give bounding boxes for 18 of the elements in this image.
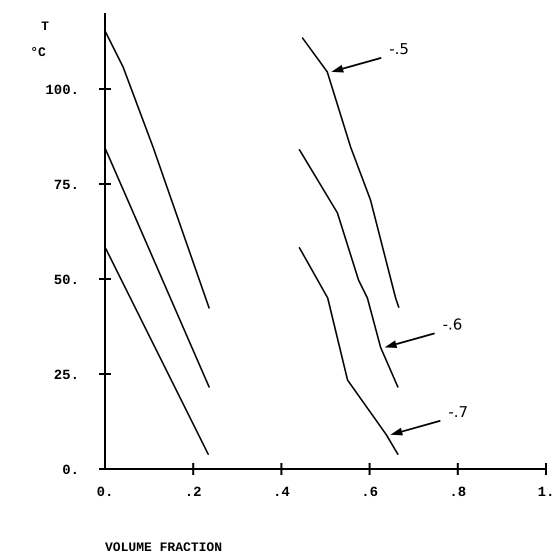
x-tick-label: 1. — [538, 484, 552, 501]
line-series — [298, 247, 399, 455]
y-tick-label: 75. — [54, 178, 79, 194]
text: -.7 — [448, 402, 468, 421]
x-tick-label: .2 — [184, 484, 202, 501]
x-tick-label: .6 — [361, 484, 378, 501]
text: -.6 — [442, 315, 462, 334]
y-axis-title: T °C — [30, 19, 50, 60]
line-series — [298, 149, 399, 388]
x-tick-label: .8 — [449, 484, 466, 501]
x-axis-title: VOLUME FRACTION — [105, 540, 222, 551]
x-tick-label: .4 — [272, 484, 290, 501]
x-tick-label: 0. — [96, 484, 114, 501]
y-tick-label: 50. — [54, 272, 79, 289]
text: -.5 — [389, 40, 409, 58]
y-tick-label: 25. — [54, 368, 79, 384]
y-tick-label: 100. — [45, 82, 79, 99]
y-tick-label: 0. — [62, 462, 79, 479]
